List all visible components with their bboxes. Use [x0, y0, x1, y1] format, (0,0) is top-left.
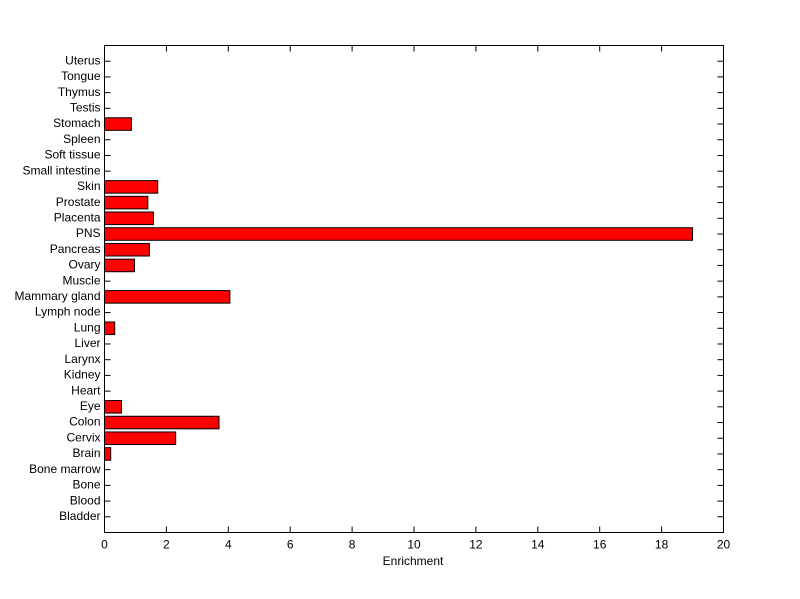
bar	[104, 242, 150, 257]
x-tick-label: 10	[407, 538, 421, 552]
bar	[104, 415, 220, 430]
y-tick-label: Brain	[72, 446, 100, 460]
y-tick-label: Eye	[80, 399, 101, 413]
y-tick-label: Lung	[74, 320, 101, 334]
y-tick-label: Testis	[70, 101, 101, 115]
x-tick-label: 20	[717, 538, 731, 552]
y-tick-label: Placenta	[54, 210, 101, 224]
x-tick-label: 18	[655, 538, 669, 552]
x-tick-label: 6	[287, 538, 294, 552]
y-tick-label: Bone marrow	[29, 462, 101, 476]
y-tick-label: Tongue	[61, 69, 101, 83]
x-tick-label: 2	[163, 538, 170, 552]
y-tick-label: Cervix	[66, 430, 100, 444]
x-tick-label: 16	[593, 538, 607, 552]
y-tick-label: PNS	[76, 226, 101, 240]
y-tick-label: Kidney	[64, 368, 101, 382]
y-tick-label: Thymus	[58, 85, 101, 99]
y-tick-label: Prostate	[56, 195, 101, 209]
bar	[104, 290, 231, 304]
bar	[104, 211, 154, 226]
y-tick-label: Colon	[69, 415, 100, 429]
x-axis-label: Enrichment	[383, 554, 444, 568]
x-tick-label: 14	[531, 538, 545, 552]
y-tick-label: Pancreas	[50, 242, 101, 256]
y-tick-label: Small intestine	[22, 163, 100, 177]
y-tick-label: Liver	[74, 336, 100, 350]
y-tick-label: Heart	[71, 383, 101, 397]
y-tick-label: Blood	[70, 493, 101, 507]
y-tick-label: Mammary gland	[14, 289, 100, 303]
x-tick-label: 4	[225, 538, 232, 552]
y-tick-label: Ovary	[68, 258, 100, 272]
bar	[104, 258, 136, 273]
y-tick-label: Uterus	[65, 53, 100, 67]
x-tick-label: 0	[101, 538, 108, 552]
bar	[104, 180, 159, 194]
y-tick-label: Muscle	[62, 273, 100, 287]
y-tick-label: Stomach	[53, 116, 100, 130]
y-tick-label: Spleen	[63, 132, 100, 146]
y-tick-label: Larynx	[64, 352, 100, 366]
bar	[104, 321, 116, 336]
bar	[104, 400, 123, 414]
y-tick-label: Bladder	[59, 509, 100, 523]
bar	[104, 117, 132, 131]
bar	[104, 447, 112, 461]
y-tick-label: Skin	[77, 179, 100, 193]
bar	[104, 195, 149, 210]
bar	[104, 227, 694, 241]
y-tick-label: Bone	[72, 478, 100, 492]
y-tick-label: Soft tissue	[44, 148, 100, 162]
x-tick-label: 12	[469, 538, 483, 552]
y-tick-label: Lymph node	[35, 305, 101, 319]
bar	[104, 431, 177, 446]
x-tick-label: 8	[349, 538, 356, 552]
